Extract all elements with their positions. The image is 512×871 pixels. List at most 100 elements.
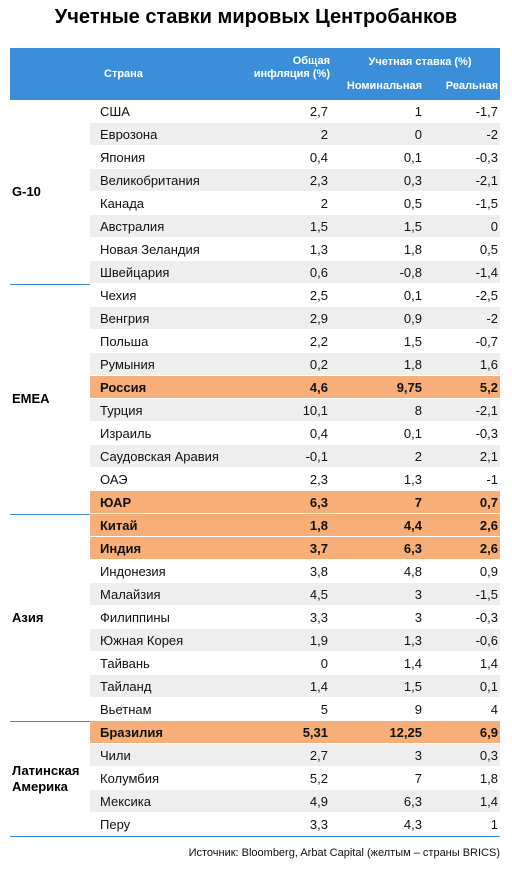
real: 4 (490, 702, 498, 717)
nominal: 3 (414, 610, 422, 625)
row-bg (90, 790, 500, 813)
inflation: 1,3 (309, 242, 328, 257)
row-bg (90, 353, 500, 376)
group-separator (10, 836, 500, 837)
inflation: 3,3 (309, 610, 328, 625)
header-real: Реальная (445, 80, 498, 92)
country: Мексика (100, 794, 152, 809)
row-bg (90, 146, 500, 169)
inflation: 4,5 (309, 587, 328, 602)
country: Чехия (100, 288, 137, 303)
nominal: 9 (414, 702, 422, 717)
inflation: 0,2 (309, 357, 328, 372)
country: Колумбия (100, 771, 159, 786)
row-bg (90, 169, 500, 192)
nominal: 1,5 (403, 679, 422, 694)
country: Великобритания (100, 173, 200, 188)
nominal: 0 (414, 127, 422, 142)
real: 0,1 (479, 679, 498, 694)
nominal: 4,8 (403, 564, 422, 579)
country: Тайвань (100, 656, 150, 671)
inflation: 2,2 (309, 334, 328, 349)
row-bg (90, 192, 500, 215)
real: -0,3 (475, 426, 498, 441)
inflation: 1,5 (309, 219, 328, 234)
country: Тайланд (100, 679, 152, 694)
group-label: G-10 (12, 184, 41, 199)
row-bg (90, 675, 500, 698)
nominal: 6,3 (403, 794, 422, 809)
row-bg (90, 629, 500, 652)
inflation: 3,7 (309, 541, 328, 556)
real: -1,5 (475, 196, 498, 211)
header-nominal: Номинальная (346, 80, 422, 92)
country: Канада (100, 196, 145, 211)
real: -2,1 (475, 403, 498, 418)
real: -0,3 (475, 150, 498, 165)
real: 0 (490, 219, 498, 234)
nominal: 1 (414, 104, 422, 119)
nominal: 0,1 (403, 288, 422, 303)
inflation: 2,7 (309, 104, 328, 119)
inflation: 1,8 (309, 518, 328, 533)
inflation: 2 (320, 127, 328, 142)
row-bg (90, 813, 500, 836)
nominal: 1,4 (403, 656, 422, 671)
inflation: 0,6 (309, 265, 328, 280)
real: 1,8 (479, 771, 498, 786)
country: США (100, 104, 130, 119)
row-bg (90, 652, 500, 675)
nominal: 1,5 (403, 334, 422, 349)
nominal: 0,9 (403, 311, 422, 326)
country: Турция (100, 403, 143, 418)
country: Бразилия (100, 725, 163, 740)
row-bg (90, 514, 500, 537)
group-label: Азия (12, 609, 44, 625)
nominal: 4,3 (403, 817, 422, 832)
nominal: 3 (414, 748, 422, 763)
country: Румыния (100, 357, 155, 372)
inflation: 5 (320, 702, 328, 717)
inflation: 2,9 (309, 311, 328, 326)
row-bg (90, 330, 500, 353)
inflation: 2,7 (309, 748, 328, 763)
real: -2 (486, 127, 498, 142)
country: Китай (100, 518, 138, 533)
country: Индонезия (100, 564, 166, 579)
row-bg (90, 422, 500, 445)
nominal: 0,1 (403, 150, 422, 165)
country: ЮАР (100, 495, 132, 510)
inflation: 0,4 (309, 150, 328, 165)
header-inflation: Общая инфляция (%) (253, 55, 330, 80)
inflation: 10,1 (302, 403, 328, 418)
nominal: 12,25 (389, 725, 422, 740)
inflation: 2 (320, 196, 328, 211)
country: Саудовская Аравия (100, 449, 219, 464)
inflation: 4,9 (309, 794, 328, 809)
row-bg (90, 376, 500, 399)
inflation: 2,3 (309, 173, 328, 188)
row-bg (90, 284, 500, 307)
nominal: 1,8 (403, 357, 422, 372)
row-bg (90, 468, 500, 491)
country: Австралия (100, 219, 165, 234)
real: 1,4 (479, 794, 498, 809)
real: -2 (486, 311, 498, 326)
real: -1 (486, 472, 498, 487)
inflation: 4,6 (309, 380, 328, 395)
row-bg (90, 721, 500, 744)
nominal: 9,75 (396, 380, 422, 395)
real: -0,6 (475, 633, 498, 648)
row-bg (90, 491, 500, 514)
nominal: 7 (414, 495, 422, 510)
row-bg (90, 307, 500, 330)
real: 2,6 (479, 518, 498, 533)
country: Малайзия (100, 587, 161, 602)
real: 1,4 (479, 656, 498, 671)
inflation: 1,9 (309, 633, 328, 648)
real: -1,4 (475, 265, 498, 280)
real: 1,6 (479, 357, 498, 372)
inflation: 2,5 (309, 288, 328, 303)
nominal: 0,5 (403, 196, 422, 211)
